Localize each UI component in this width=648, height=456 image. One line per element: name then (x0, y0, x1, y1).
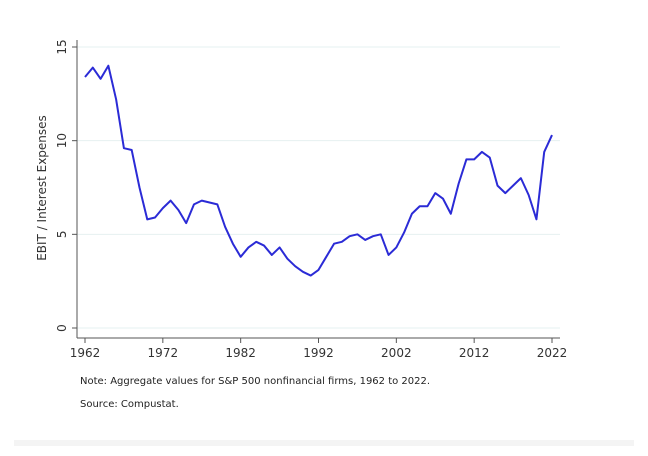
chart-note: Note: Aggregate values for S&P 500 nonfi… (80, 376, 431, 387)
chart-source: Source: Compustat. (80, 399, 179, 410)
x-tick-label: 1962 (70, 346, 101, 360)
y-tick-label: 10 (55, 133, 69, 148)
y-tick-label: 5 (55, 231, 69, 239)
x-tick-label: 2012 (459, 346, 490, 360)
series-line (84, 64, 553, 277)
x-tick-label: 2022 (537, 346, 568, 360)
y-tick-label: 15 (55, 39, 69, 54)
x-tick-label: 1972 (148, 346, 179, 360)
x-tick-label: 1982 (225, 346, 256, 360)
x-tick-label: 2002 (381, 346, 412, 360)
x-tick-label: 1992 (303, 346, 334, 360)
y-tick-label: 0 (55, 324, 69, 332)
y-axis-label: EBIT / Interest Expenses (35, 115, 49, 261)
footer-band (14, 440, 634, 446)
line-chart: 0 5 10 15 1962 1972 1982 1992 2002 2012 2022 EBIT … (35, 39, 568, 360)
